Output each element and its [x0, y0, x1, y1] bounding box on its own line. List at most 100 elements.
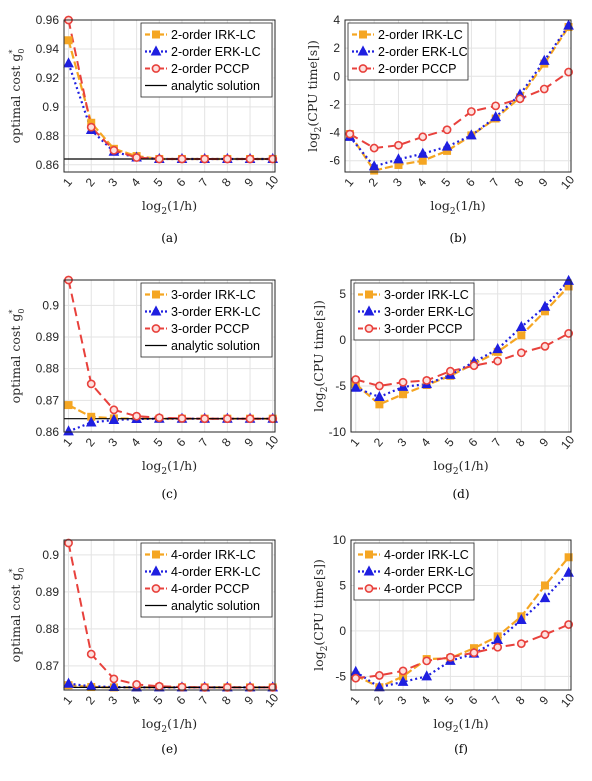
- x-tick-label: 2: [371, 435, 386, 449]
- y-tick-label: 0.89: [36, 330, 60, 344]
- data-point-pccp: [466, 107, 476, 116]
- data-point-pccp: [564, 67, 573, 77]
- x-tick-label: 8: [511, 175, 526, 189]
- x-tick-label: 4: [414, 175, 429, 189]
- x-tick-label: 2: [83, 435, 98, 449]
- x-tick-label: 8: [513, 435, 528, 449]
- data-point-pccp: [222, 683, 232, 692]
- x-tick-label: 6: [463, 175, 478, 189]
- chart-panel-e: 1 2 3 4 5 6 7 8 9 10 0.87 0.88 0.89 0.9 log2(1/h) optim…: [8, 538, 282, 756]
- legend-marker-pccp: [151, 584, 161, 593]
- x-tick-label: 9: [241, 175, 256, 189]
- data-point-pccp: [493, 356, 503, 366]
- data-point-erk: [108, 413, 120, 424]
- data-point-pccp: [86, 122, 96, 132]
- x-tick-label: 10: [262, 691, 282, 710]
- y-axis-label: optimal cost g0*: [8, 49, 26, 144]
- y-tick-label: 0.9: [42, 298, 59, 312]
- y-tick-label: -10: [329, 425, 347, 439]
- x-tick-label: 1: [347, 693, 362, 707]
- x-tick-label: 8: [219, 435, 234, 449]
- y-tick-label: 0.88: [36, 362, 60, 376]
- series-line-irk: [348, 26, 570, 172]
- data-point-pccp: [422, 656, 432, 666]
- y-tick-label: 0.88: [36, 622, 60, 636]
- data-point-irk: [399, 390, 408, 399]
- x-tick-label: 4: [418, 693, 433, 707]
- data-point-pccp: [177, 154, 187, 164]
- legend: 3-order IRK-LC 3-order ERK-LC 3-order PCCP: [353, 282, 475, 341]
- y-tick-label: 2: [333, 41, 340, 55]
- data-point-pccp: [132, 153, 142, 162]
- legend: 4-order IRK-LC 4-order ERK-LC 4-order PCCP…: [140, 542, 273, 618]
- subfigure-caption: (f): [454, 742, 468, 756]
- y-axis-label: optimal cost g0*: [8, 309, 26, 404]
- series-line-pccp: [349, 71, 570, 150]
- legend-marker-irk: [365, 290, 373, 299]
- y-tick-label: -2: [329, 97, 340, 111]
- x-axis-label: log2(1/h): [430, 198, 485, 217]
- legend-marker-pccp: [151, 324, 161, 333]
- y-tick-label: 5: [339, 578, 346, 592]
- y-tick-label: 0.88: [36, 129, 60, 143]
- legend-label: 4-order IRK-LC: [171, 548, 256, 562]
- y-tick-label: 0.9: [42, 548, 59, 562]
- series-line-erk: [349, 25, 570, 168]
- data-point-erk: [539, 300, 551, 311]
- y-tick-label: -4: [329, 126, 340, 140]
- data-point-erk: [538, 54, 550, 65]
- data-point-pccp: [539, 84, 549, 94]
- data-point-pccp: [154, 154, 164, 164]
- data-point-pccp: [351, 375, 361, 384]
- legend: 4-order IRK-LC 4-order ERK-LC 4-order PCCP: [353, 542, 475, 601]
- x-tick-label: 3: [394, 693, 409, 707]
- x-tick-label: 10: [558, 173, 578, 192]
- x-tick-label: 7: [489, 693, 504, 707]
- y-axis-label: log2(CPU time[s]): [311, 300, 330, 412]
- x-tick-label: 3: [394, 435, 409, 449]
- x-tick-label: 6: [465, 693, 480, 707]
- data-point-irk: [375, 400, 384, 409]
- data-point-irk: [517, 331, 526, 340]
- axes-frame: [350, 279, 572, 433]
- data-point-pccp: [469, 648, 479, 658]
- data-point-pccp: [418, 132, 428, 142]
- y-axis-label: optimal cost g0*: [8, 568, 26, 663]
- data-point-pccp: [154, 681, 164, 691]
- x-tick-label: 10: [558, 433, 578, 452]
- x-tick-label: 6: [173, 175, 188, 189]
- y-axis-label: log2(CPU time[s]): [311, 559, 330, 671]
- x-tick-label: 9: [241, 693, 256, 707]
- legend-label: 2-order PCCP: [378, 62, 457, 76]
- data-point-erk: [368, 160, 380, 171]
- data-point-irk: [540, 581, 549, 590]
- legend-marker-irk: [359, 30, 367, 39]
- data-point-erk: [63, 425, 74, 436]
- legend: 2-order IRK-LC 2-order ERK-LC 2-order PCCP…: [140, 22, 273, 98]
- data-point-pccp: [422, 376, 432, 385]
- x-tick-label: 10: [558, 691, 578, 710]
- x-tick-label: 4: [128, 435, 143, 449]
- data-point-erk: [539, 592, 551, 603]
- y-axis-label: log2(CPU time[s]): [305, 40, 324, 152]
- y-tick-label: -5: [335, 669, 346, 683]
- x-tick-label: 10: [262, 433, 282, 452]
- data-point-pccp: [245, 683, 255, 692]
- data-point-pccp: [394, 140, 403, 150]
- data-point-pccp: [132, 680, 142, 689]
- data-point-erk: [515, 613, 527, 624]
- legend-marker-erk: [363, 565, 375, 576]
- x-tick-label: 7: [489, 435, 504, 449]
- data-point-pccp: [132, 411, 142, 421]
- data-point-pccp: [540, 341, 550, 351]
- data-point-pccp: [109, 674, 119, 684]
- legend-label: 3-order IRK-LC: [171, 288, 256, 302]
- y-tick-label: 0.87: [36, 393, 60, 407]
- series-line-erk: [67, 63, 273, 161]
- series-line-pccp: [355, 623, 570, 680]
- legend-marker-erk: [150, 45, 162, 56]
- data-point-pccp: [369, 143, 379, 153]
- data-point-pccp: [86, 379, 96, 389]
- data-point-erk: [63, 57, 74, 68]
- y-tick-label: 0.92: [36, 71, 60, 85]
